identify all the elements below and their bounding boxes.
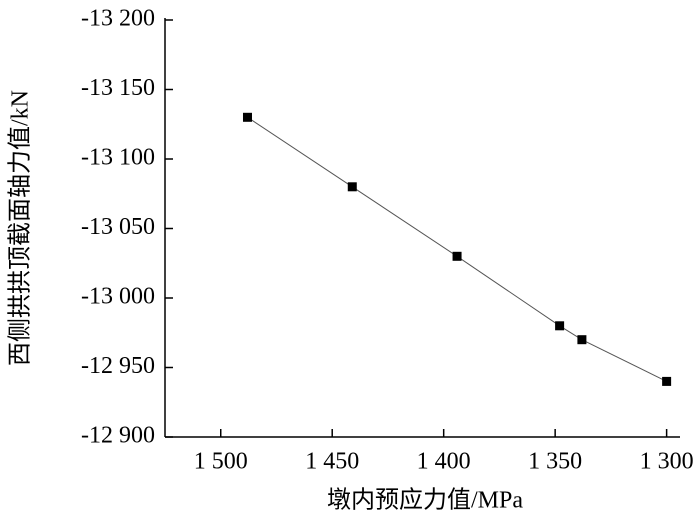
marker [577, 335, 587, 345]
marker [452, 251, 462, 261]
y-tick-label: -12 950 [81, 353, 155, 379]
y-tick-label: -13 000 [81, 284, 155, 310]
x-tick-label: 1 450 [305, 449, 359, 475]
marker [662, 376, 672, 386]
x-tick-label: 1 350 [528, 449, 582, 475]
y-tick-label: -13 150 [81, 75, 155, 101]
x-tick-label: 1 300 [640, 449, 694, 475]
y-tick-label: -13 050 [81, 214, 155, 240]
marker [347, 182, 357, 192]
y-tick-label: -12 900 [81, 423, 155, 449]
y-axis-label: 西侧拱拱顶截面轴力值/kN [7, 90, 34, 366]
marker [555, 321, 565, 331]
data-line [247, 116, 667, 382]
x-tick-label: 1 500 [194, 449, 248, 475]
y-tick-label: -13 200 [81, 6, 155, 32]
x-axis-label: 墩内预应力值/MPa [327, 487, 523, 514]
y-tick-label: -13 100 [81, 145, 155, 171]
x-tick-label: 1 400 [417, 449, 471, 475]
marker [242, 112, 252, 122]
